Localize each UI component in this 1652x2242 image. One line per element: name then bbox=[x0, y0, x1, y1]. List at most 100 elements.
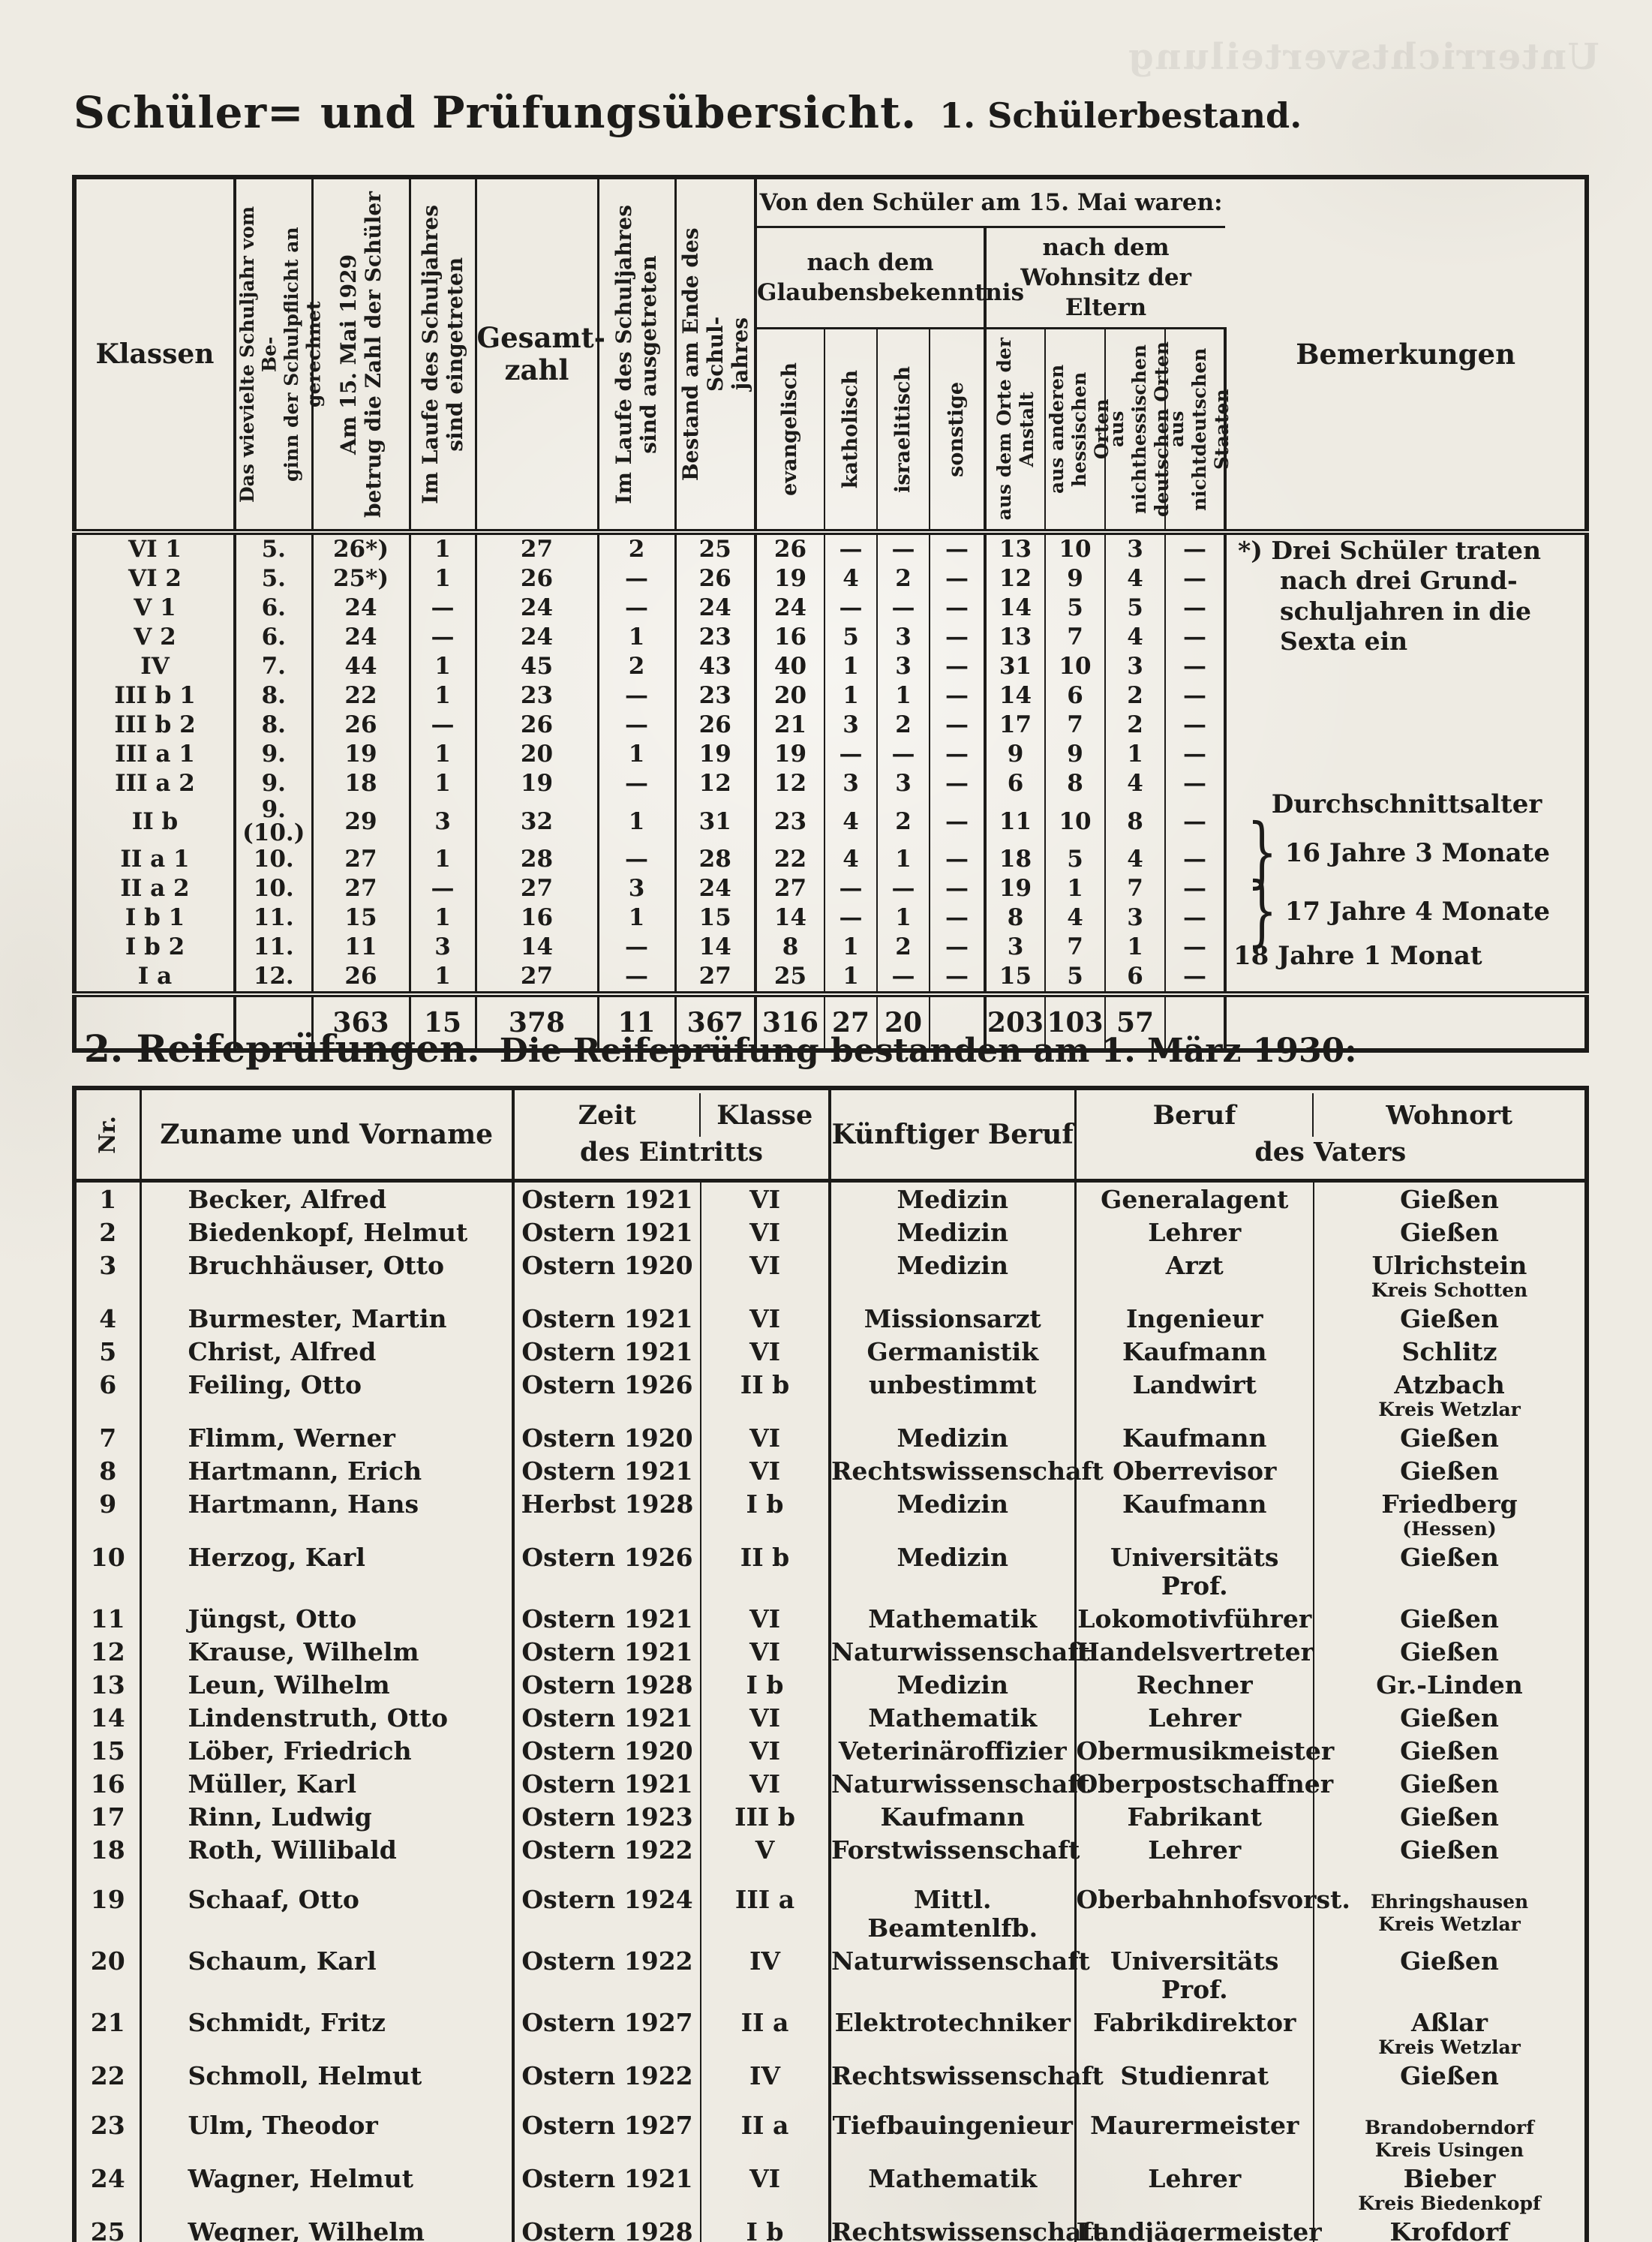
value-cell: 1 bbox=[1045, 874, 1106, 903]
entry-time: Ostern 1926 bbox=[513, 1540, 701, 1602]
row-number: 13 bbox=[74, 1668, 142, 1701]
value-cell: — bbox=[1165, 594, 1227, 623]
residence-district: Kreis Usingen bbox=[1374, 2139, 1524, 2161]
value-cell: — bbox=[930, 933, 987, 962]
residence-text: Atzbach bbox=[1394, 1370, 1505, 1399]
value-cell: — bbox=[410, 711, 477, 740]
table1-row: IV 7. 44 1 45 2 43 40 1 3—31 10 3— bbox=[74, 652, 1587, 681]
value-cell: 25 bbox=[755, 962, 825, 994]
col-header-israelitisch-label: israelitisch bbox=[891, 365, 915, 493]
value-cell: 1 bbox=[410, 529, 477, 564]
value-cell: 12 bbox=[755, 769, 825, 798]
value-cell: 2 bbox=[877, 711, 930, 740]
entry-time: Ostern 1922 bbox=[513, 1833, 701, 1866]
col-header-beruf-wohnort: Beruf Wohnort des Vaters bbox=[1075, 1088, 1587, 1183]
residence-text: Brandoberndorf bbox=[1365, 2117, 1534, 2138]
total-cell bbox=[74, 991, 236, 1050]
residence: Gießen bbox=[1314, 1833, 1587, 1866]
residence-text: Gießen bbox=[1400, 1604, 1499, 1633]
col-header-klasse: Klasse bbox=[699, 1093, 828, 1137]
future-profession: Naturwissenschaft bbox=[830, 1767, 1090, 1800]
value-cell: 24 bbox=[675, 594, 757, 623]
entry-time: Ostern 1921 bbox=[513, 2162, 701, 2215]
value-cell: 27 bbox=[476, 874, 599, 903]
value-cell: 24 bbox=[755, 594, 825, 623]
col-header-nichtdeutsche-staaten: aus nichtdeutschen Staaten bbox=[1165, 328, 1233, 532]
col-header-ausgetreten: Im Laufe des Schuljahres sind ausgetrete… bbox=[598, 177, 677, 532]
residence: Ehringshausen Kreis Wetzlar bbox=[1314, 1866, 1587, 1944]
value-cell: 6 bbox=[985, 769, 1046, 798]
entry-class: VI bbox=[701, 1249, 831, 1302]
value-cell: — bbox=[598, 769, 677, 798]
value-cell: 14 bbox=[476, 933, 599, 962]
value-cell: 22 bbox=[755, 845, 825, 874]
residence: Gießen bbox=[1314, 1635, 1587, 1668]
brace-icon: } bbox=[1247, 867, 1278, 957]
table1-row: II a 2 10. 27—27 3 24 27— — —19 1 7— bbox=[74, 874, 1587, 903]
value-cell: 1 bbox=[1105, 933, 1166, 962]
value-cell: 14 bbox=[755, 903, 825, 933]
group-header-glaubensbekenntnis: nach dem Glaubensbekenntnis bbox=[755, 227, 1024, 329]
total-cell bbox=[1165, 991, 1227, 1050]
class-label: V 1 bbox=[74, 594, 236, 623]
entry-class: III b bbox=[701, 1800, 831, 1833]
value-cell: — bbox=[930, 845, 987, 874]
value-cell: 26 bbox=[476, 711, 599, 740]
student-name-text: Herzog, Karl bbox=[188, 1543, 365, 1572]
entry-time: Ostern 1927 bbox=[513, 2006, 701, 2059]
row-number: 1 bbox=[74, 1180, 142, 1216]
student-name-text: Löber, Friedrich bbox=[188, 1736, 412, 1766]
value-cell: 1 bbox=[598, 798, 677, 845]
value-cell: 10 bbox=[1045, 529, 1106, 564]
value-cell: 21 bbox=[755, 711, 825, 740]
class-label: IV bbox=[74, 652, 236, 681]
residence: Gießen bbox=[1314, 1540, 1587, 1602]
residence-text: Gießen bbox=[1400, 1769, 1499, 1799]
value-cell: 24 bbox=[312, 623, 411, 652]
value-cell: 27 bbox=[476, 529, 599, 564]
residence: Gießen bbox=[1314, 2059, 1587, 2092]
entry-class: VI bbox=[701, 1767, 831, 1800]
entry-class: VI bbox=[701, 1454, 831, 1487]
value-cell: 2 bbox=[598, 529, 677, 564]
value-cell: — bbox=[930, 564, 987, 594]
value-cell: 15 bbox=[312, 903, 411, 933]
student-name-text: Schmidt, Fritz bbox=[188, 2008, 386, 2037]
father-profession: Oberpostschaffner bbox=[1075, 1767, 1333, 1800]
row-number: 23 bbox=[74, 2092, 142, 2162]
residence-text: Gießen bbox=[1400, 1637, 1499, 1666]
value-cell: — bbox=[598, 681, 677, 711]
student-name: Krause, Wilhelm bbox=[140, 1635, 515, 1668]
row-number: 15 bbox=[74, 1734, 142, 1767]
student-name-text: Schaum, Karl bbox=[188, 1946, 377, 1976]
residence-text: Gießen bbox=[1400, 1423, 1499, 1453]
row-number: 4 bbox=[74, 1302, 142, 1335]
value-cell: 8. bbox=[235, 681, 314, 711]
value-cell: 7 bbox=[1105, 874, 1166, 903]
value-cell: — bbox=[1165, 903, 1227, 933]
col-header-katholisch-label: katholisch bbox=[838, 369, 862, 489]
residence: Gießen bbox=[1314, 1734, 1587, 1767]
entry-class: II a bbox=[701, 2006, 831, 2059]
value-cell: 17 bbox=[985, 711, 1046, 740]
residence: Gießen bbox=[1314, 1181, 1587, 1216]
entry-time: Ostern 1928 bbox=[513, 2215, 701, 2242]
student-name-text: Wegner, Wilhelm bbox=[188, 2217, 425, 2242]
value-cell: — bbox=[824, 740, 878, 769]
value-cell: — bbox=[1165, 962, 1227, 994]
table1-row: III a 1 9. 19 1 20 1 19 19— — —9 9 1— bbox=[74, 740, 1587, 769]
father-profession: Kaufmann bbox=[1075, 1421, 1314, 1454]
class-label: III b 1 bbox=[74, 681, 236, 711]
student-name: Jüngst, Otto bbox=[140, 1602, 515, 1635]
table1-row: VI 2 5. 25*) 1 26—26 19 4 2—12 9 4— bbox=[74, 564, 1587, 594]
value-cell: 4 bbox=[824, 798, 878, 845]
col-header-des-vaters: des Vaters bbox=[1254, 1137, 1407, 1168]
student-name-text: Ulm, Theodor bbox=[188, 2111, 378, 2140]
value-cell: 7 bbox=[1045, 933, 1106, 962]
value-cell: 12 bbox=[675, 769, 757, 798]
value-cell: 24 bbox=[312, 594, 411, 623]
value-cell: — bbox=[930, 681, 987, 711]
row-number: 2 bbox=[74, 1216, 142, 1249]
value-cell: 1 bbox=[598, 623, 677, 652]
value-cell: 1 bbox=[824, 933, 878, 962]
